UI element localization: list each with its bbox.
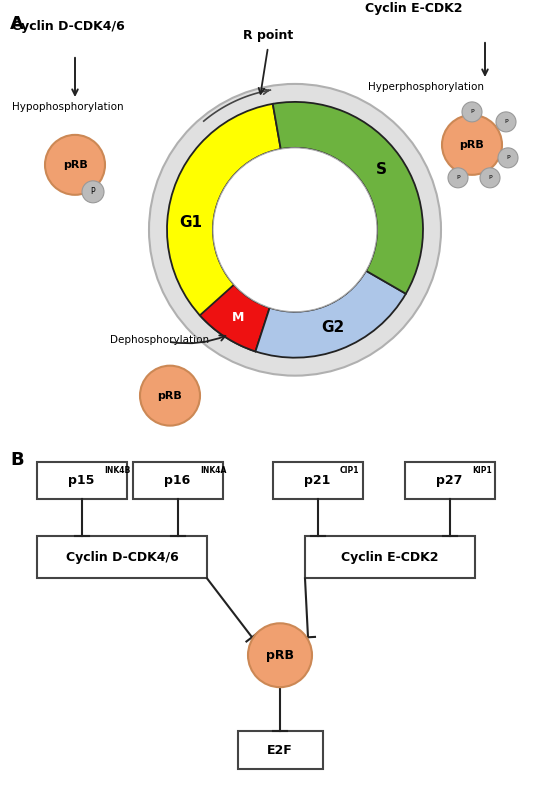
Text: E2F: E2F xyxy=(267,743,293,757)
Bar xyxy=(273,462,363,499)
Bar xyxy=(37,536,207,579)
Text: B: B xyxy=(10,451,24,469)
Bar xyxy=(133,462,223,499)
Text: INK4B: INK4B xyxy=(104,466,130,475)
Text: P: P xyxy=(488,175,492,181)
Wedge shape xyxy=(200,285,270,352)
Text: G1: G1 xyxy=(179,215,202,230)
Text: Hypophosphorylation: Hypophosphorylation xyxy=(12,102,124,112)
Ellipse shape xyxy=(149,84,441,376)
Text: Hyperphosphorylation: Hyperphosphorylation xyxy=(368,82,484,92)
Circle shape xyxy=(221,156,369,304)
Text: A: A xyxy=(10,15,24,33)
Circle shape xyxy=(140,366,200,425)
Text: KIP1: KIP1 xyxy=(472,466,492,475)
Text: P: P xyxy=(456,175,460,181)
Text: pRB: pRB xyxy=(63,160,87,170)
Circle shape xyxy=(498,148,518,168)
Circle shape xyxy=(213,148,377,312)
Bar xyxy=(305,536,475,579)
Text: Dephosphorylation: Dephosphorylation xyxy=(110,334,209,345)
Text: p27: p27 xyxy=(436,474,462,487)
Circle shape xyxy=(45,135,105,195)
Bar xyxy=(237,731,323,769)
Circle shape xyxy=(442,115,502,175)
Text: M: M xyxy=(232,312,244,324)
Text: pRB: pRB xyxy=(266,648,294,662)
Text: Cyclin E-CDK2: Cyclin E-CDK2 xyxy=(341,551,438,564)
Text: p21: p21 xyxy=(304,474,330,487)
Wedge shape xyxy=(255,271,406,358)
Text: p16: p16 xyxy=(164,474,190,487)
Text: CIP1: CIP1 xyxy=(340,466,360,475)
Circle shape xyxy=(496,112,516,132)
Circle shape xyxy=(448,168,468,188)
Wedge shape xyxy=(167,104,281,352)
Text: p15: p15 xyxy=(68,474,94,487)
Bar xyxy=(405,462,495,499)
Circle shape xyxy=(480,168,500,188)
Text: S: S xyxy=(376,162,386,177)
Text: Cyclin E-CDK2: Cyclin E-CDK2 xyxy=(365,2,463,15)
Wedge shape xyxy=(273,102,423,294)
Text: R point: R point xyxy=(243,29,293,42)
Text: P: P xyxy=(91,188,95,196)
Circle shape xyxy=(248,623,312,687)
Text: pRB: pRB xyxy=(157,391,183,400)
Circle shape xyxy=(82,181,104,203)
Text: Cyclin D-CDK4/6: Cyclin D-CDK4/6 xyxy=(66,551,179,564)
Text: P: P xyxy=(504,119,508,124)
Text: P: P xyxy=(506,155,510,160)
Text: G2: G2 xyxy=(321,320,344,335)
Circle shape xyxy=(462,102,482,122)
Bar xyxy=(37,462,127,499)
Text: P: P xyxy=(470,109,474,115)
Text: INK4A: INK4A xyxy=(200,466,226,475)
Text: Cyclin D-CDK4/6: Cyclin D-CDK4/6 xyxy=(12,20,125,33)
Text: pRB: pRB xyxy=(460,140,484,150)
